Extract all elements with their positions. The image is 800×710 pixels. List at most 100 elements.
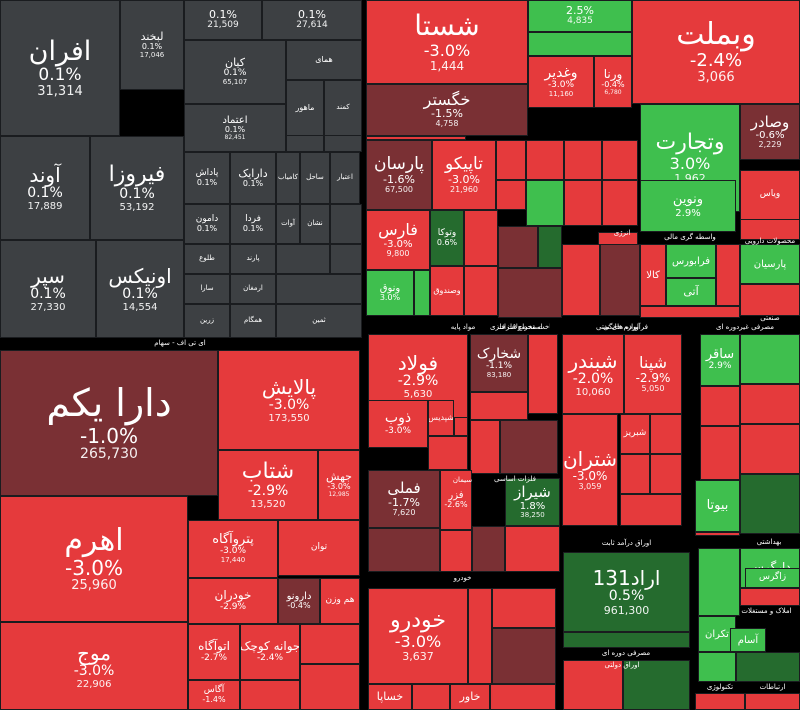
treemap-tile[interactable]: پالایش -3.0% 173,550 — [218, 350, 360, 450]
treemap-tile[interactable]: 0.1% 27,614 — [262, 0, 362, 40]
treemap-tile[interactable]: شخارک -1.1% 83,180 — [470, 334, 528, 392]
treemap-cell — [472, 526, 505, 572]
treemap-tile[interactable]: وصادر -0.6% 2,229 — [740, 104, 800, 160]
treemap-tile[interactable]: ونوق 3.0% — [366, 270, 414, 316]
treemap-tile[interactable]: آسام — [730, 628, 766, 652]
treemap-tile[interactable]: آوات — [276, 204, 300, 244]
treemap-tile[interactable]: شپنا -2.9% 5,050 — [624, 334, 682, 414]
treemap-tile[interactable]: دارا یکم -1.0% 265,730 — [0, 350, 218, 496]
treemap-tile[interactable]: پارسان -1.6% 67,500 — [366, 140, 432, 210]
treemap-tile[interactable]: سپر 0.1% 27,330 — [0, 240, 96, 338]
treemap-tile[interactable]: شتاب -2.9% 13,520 — [218, 450, 318, 520]
treemap-tile[interactable]: ارمغان — [230, 274, 276, 304]
treemap-cell — [505, 526, 560, 572]
treemap-tile[interactable]: آگاس -1.4% — [188, 680, 240, 710]
treemap-tile[interactable]: خودرو -3.0% 3,637 — [368, 588, 468, 684]
treemap-tile[interactable]: تاپیکو -3.0% 21,960 — [432, 140, 496, 210]
treemap-tile[interactable]: جوانه کوچک -2.4% — [240, 624, 300, 680]
treemap-tile[interactable]: 0.1% 21,509 — [184, 0, 262, 40]
treemap-tile[interactable]: دارایک 0.1% — [230, 152, 276, 204]
treemap-tile[interactable]: وغدیر -3.0% 11,160 — [528, 56, 594, 108]
treemap-tile[interactable]: نشان — [300, 204, 330, 244]
treemap-tile[interactable]: آوند 0.1% 17,889 — [0, 136, 90, 240]
treemap-tile[interactable]: ثمین — [276, 304, 362, 338]
treemap-tile[interactable]: موج -3.0% 22,906 — [0, 622, 188, 710]
treemap-tile[interactable]: ساقر 2.9% — [700, 334, 740, 386]
treemap-cell — [698, 548, 740, 616]
treemap-tile[interactable]: توان — [278, 520, 360, 576]
treemap-tile[interactable]: شتران -3.0% 3,059 — [562, 414, 618, 526]
treemap-tile[interactable]: اونیکس 0.1% 14,554 — [96, 240, 184, 338]
tile-change: -3.0% — [268, 396, 310, 413]
treemap-tile[interactable]: ونوین 2.9% — [640, 180, 736, 232]
treemap-tile[interactable]: دامون 0.1% — [184, 204, 230, 244]
treemap-tile[interactable]: دارونو -0.4% — [278, 578, 320, 624]
treemap-cell — [492, 588, 556, 628]
tile-symbol: ونوق — [379, 283, 401, 295]
treemap-tile[interactable]: کالا — [640, 244, 666, 306]
treemap-tile[interactable]: زرین — [184, 304, 230, 338]
treemap-tile[interactable]: ساحل — [300, 152, 330, 204]
treemap-tile[interactable]: شپدیس — [428, 400, 454, 436]
treemap-tile[interactable]: ماهور — [286, 80, 324, 136]
treemap-tile[interactable]: اعتماد 0.1% 82,451 — [184, 104, 286, 152]
treemap-tile[interactable]: بیوتا — [695, 480, 740, 532]
tile-value: 31,314 — [37, 84, 83, 100]
treemap-tile[interactable]: اهرم -3.0% 25,960 — [0, 496, 188, 622]
treemap-tile[interactable]: فملی -1.7% 7,620 — [368, 470, 440, 528]
treemap-tile[interactable]: اتوآگاه -2.7% — [188, 624, 240, 680]
treemap-tile[interactable]: همای — [286, 40, 362, 80]
treemap-tile[interactable]: کامیاب — [276, 152, 300, 204]
treemap-tile[interactable]: وبملت -2.4% 3,066 — [632, 0, 800, 104]
treemap-tile[interactable]: خاور — [450, 684, 490, 710]
treemap-tile[interactable]: فارس -3.0% 9,800 — [366, 210, 430, 270]
treemap-tile[interactable]: خودران -2.9% — [188, 578, 278, 624]
tile-symbol: طلوع — [199, 254, 215, 263]
sector-label: واسطه گری مالی — [664, 233, 716, 241]
treemap-tile[interactable]: خگستر -1.5% 4,758 — [366, 84, 528, 136]
treemap-tile[interactable]: کیان 0.1% 65,107 — [184, 40, 286, 104]
treemap-tile[interactable]: شبریز — [620, 414, 650, 454]
treemap-tile[interactable]: وتوکا 0.6% — [430, 210, 464, 266]
treemap-tile[interactable]: خساپا — [368, 684, 412, 710]
treemap-tile[interactable]: زاگرس — [745, 568, 800, 588]
treemap-tile[interactable]: وصندوق — [430, 266, 464, 316]
treemap-tile[interactable]: اعتبار — [330, 152, 360, 204]
tile-symbol: موج — [77, 640, 111, 665]
treemap-tile[interactable]: کمند — [324, 80, 362, 136]
tile-symbol: نشان — [307, 219, 323, 228]
tile-change: -1.4% — [202, 694, 226, 704]
treemap-tile[interactable]: سارا — [184, 274, 230, 304]
tile-symbol: پارسان — [373, 154, 425, 175]
treemap-tile[interactable]: فیروزا 0.1% 53,192 — [90, 136, 184, 240]
treemap-tile[interactable]: شبندر -2.0% 10,060 — [562, 334, 624, 414]
treemap-tile[interactable]: پارسیان — [740, 244, 800, 284]
treemap-tile[interactable]: لبخند 0.1% 17,046 — [120, 0, 184, 90]
treemap-tile[interactable]: اراد131 0.5% 961,300 — [563, 552, 690, 632]
treemap-tile[interactable]: افران 0.1% 31,314 — [0, 0, 120, 136]
tile-change: 0.1% — [119, 185, 155, 202]
treemap-tile[interactable]: فزر -2.6% — [440, 470, 472, 530]
treemap-tile[interactable]: پاداش 0.1% — [184, 152, 230, 204]
treemap-tile[interactable]: فرابورس — [666, 244, 716, 278]
treemap-cell — [496, 180, 526, 210]
treemap-tile[interactable]: فردا 0.1% — [230, 204, 276, 244]
tile-symbol: زرین — [199, 316, 215, 325]
treemap-tile[interactable]: آتی — [666, 278, 716, 306]
treemap-tile[interactable]: پارند — [230, 244, 276, 274]
treemap-tile[interactable]: ذوب -3.0% — [368, 400, 428, 448]
sector-label: اوراق درآمد ثابت — [601, 539, 652, 547]
treemap-tile[interactable]: ورنا -0.4% 6,780 — [594, 56, 632, 108]
treemap-cell — [695, 532, 740, 536]
tile-symbol: شخارک — [476, 345, 522, 362]
treemap-tile[interactable]: 2.5% 4,835 — [528, 0, 632, 32]
treemap-tile[interactable]: جهش -3.0% 12,985 — [318, 450, 360, 520]
treemap-tile[interactable]: هم وزن — [320, 578, 360, 624]
treemap-tile[interactable]: ویاس — [740, 170, 800, 220]
tile-change: -2.4% — [689, 50, 743, 72]
treemap-tile[interactable]: پتروآگاه -3.0% 17,440 — [188, 520, 278, 578]
treemap-tile[interactable]: طلوع — [184, 244, 230, 274]
treemap-tile[interactable]: شستا -3.0% 1,444 — [366, 0, 528, 84]
treemap-tile[interactable]: شیراز 1.8% 38,250 — [505, 478, 560, 526]
treemap-tile[interactable]: همگام — [230, 304, 276, 338]
